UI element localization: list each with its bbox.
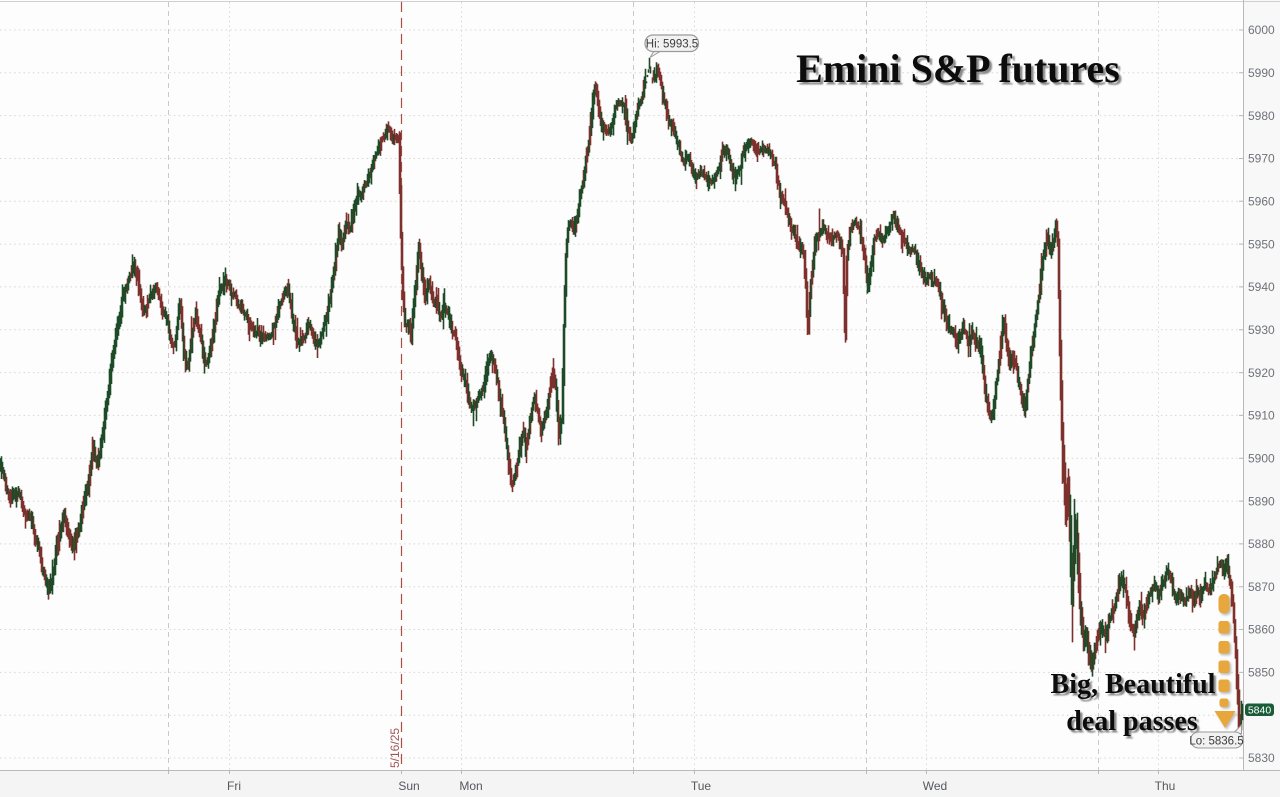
svg-text:5860: 5860: [1248, 623, 1275, 637]
svg-text:Lo: 5836.5: Lo: 5836.5: [1189, 736, 1243, 748]
svg-text:5910: 5910: [1248, 409, 1275, 423]
svg-text:Thu: Thu: [1155, 779, 1176, 793]
svg-text:deal passes: deal passes: [1066, 706, 1198, 737]
svg-text:5880: 5880: [1248, 537, 1275, 551]
svg-text:Mon: Mon: [459, 779, 482, 793]
svg-text:5930: 5930: [1248, 323, 1275, 337]
svg-text:5870: 5870: [1248, 580, 1275, 594]
svg-text:5980: 5980: [1248, 109, 1275, 123]
svg-text:5920: 5920: [1248, 366, 1275, 380]
svg-text:Tue: Tue: [691, 779, 712, 793]
svg-text:Big, Beautiful: Big, Beautiful: [1051, 669, 1216, 700]
svg-text:6000: 6000: [1248, 23, 1275, 37]
svg-text:5830: 5830: [1248, 751, 1275, 765]
svg-text:5940: 5940: [1248, 280, 1275, 294]
svg-text:5/16/25: 5/16/25: [388, 728, 402, 768]
svg-text:Emini S&P futures: Emini S&P futures: [796, 46, 1120, 91]
svg-text:Emini S&P futures: Emini S&P futures: [799, 49, 1123, 94]
svg-text:Wed: Wed: [923, 779, 947, 793]
svg-text:Hi: 5993.5: Hi: 5993.5: [646, 39, 698, 51]
svg-text:Big, Beautiful: Big, Beautiful: [1053, 671, 1218, 702]
svg-text:5970: 5970: [1248, 152, 1275, 166]
svg-text:5950: 5950: [1248, 237, 1275, 251]
svg-text:5850: 5850: [1248, 666, 1275, 680]
svg-text:deal passes: deal passes: [1069, 708, 1201, 739]
svg-text:5890: 5890: [1248, 494, 1275, 508]
svg-text:Fri: Fri: [227, 779, 241, 793]
svg-text:5900: 5900: [1248, 451, 1275, 465]
svg-text:5840: 5840: [1248, 705, 1272, 717]
svg-text:Sun: Sun: [398, 779, 419, 793]
svg-text:5960: 5960: [1248, 195, 1275, 209]
svg-text:5990: 5990: [1248, 66, 1275, 80]
